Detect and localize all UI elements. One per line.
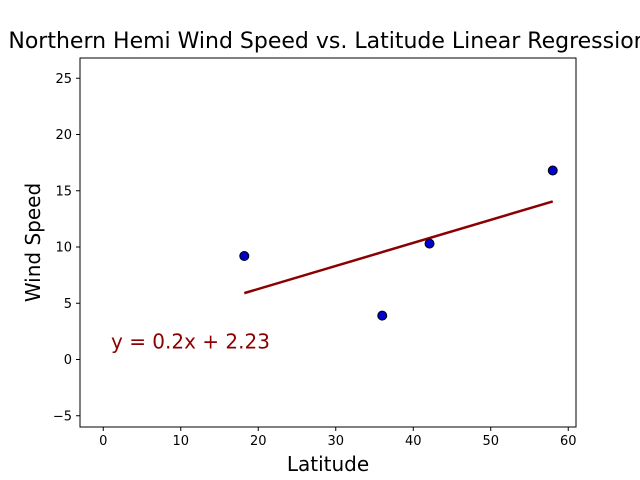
x-tick-label: 0 <box>99 434 107 449</box>
x-tick-label: 60 <box>560 434 577 449</box>
y-axis: −5 0 5 10 15 20 25 <box>53 72 80 424</box>
regression-equation: y = 0.2x + 2.23 <box>111 329 270 353</box>
y-tick-label: 15 <box>55 184 72 199</box>
points-layer <box>239 165 558 321</box>
regression-line <box>243 200 554 295</box>
data-point <box>377 310 388 321</box>
x-tick-label: 50 <box>482 434 499 449</box>
plot-area <box>79 57 577 428</box>
x-tick-label: 40 <box>405 434 422 449</box>
y-tick-label: 0 <box>64 353 72 368</box>
y-tick-label: −5 <box>53 409 72 424</box>
y-tick-label: 25 <box>55 72 72 87</box>
y-tick-label: 5 <box>64 297 72 312</box>
x-tick-label: 10 <box>172 434 189 449</box>
data-point <box>547 165 558 176</box>
chart-title: Northern Hemi Wind Speed vs. Latitude Li… <box>8 29 640 54</box>
x-tick-label: 20 <box>250 434 267 449</box>
data-point <box>239 251 250 261</box>
x-axis: 0 10 20 30 40 50 60 <box>99 427 577 449</box>
regression-layer <box>243 200 554 295</box>
y-axis-label: Wind Speed <box>21 183 45 302</box>
y-tick-label: 20 <box>55 128 72 143</box>
x-tick-label: 30 <box>327 434 344 449</box>
x-axis-label: Latitude <box>287 452 369 476</box>
y-tick-label: 10 <box>55 241 72 256</box>
data-point <box>424 238 435 249</box>
